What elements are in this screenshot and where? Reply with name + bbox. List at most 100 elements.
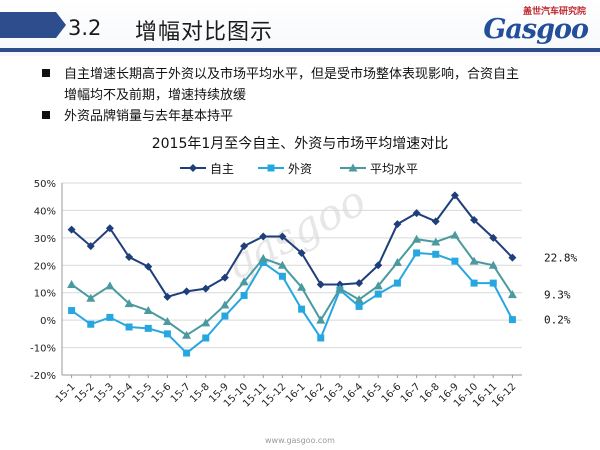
- data-point: [508, 316, 516, 324]
- legend-marker: [267, 164, 275, 172]
- data-point: [488, 260, 498, 269]
- data-point: [183, 349, 191, 357]
- data-point: [106, 313, 114, 321]
- data-point: [259, 259, 267, 267]
- series-line-2: [71, 233, 514, 337]
- data-point: [278, 232, 287, 241]
- data-point: [297, 282, 307, 291]
- data-point: [298, 305, 306, 313]
- bullet-square-icon: [42, 111, 50, 119]
- data-point: [67, 279, 77, 288]
- x-tick-label: 15-6: [150, 381, 174, 405]
- x-tick-label: 15-3: [92, 381, 116, 405]
- data-point: [316, 315, 326, 324]
- legend-label: 自主: [210, 162, 234, 176]
- x-tick-label: 16-2: [303, 381, 327, 405]
- data-point: [202, 334, 210, 342]
- data-point: [125, 253, 134, 262]
- data-point: [432, 250, 440, 258]
- data-point: [163, 292, 172, 301]
- bullet-text: 增幅均不及前期，增速持续放缓: [64, 88, 247, 103]
- data-point: [221, 312, 229, 320]
- end-data-label: 22.8%: [544, 252, 577, 265]
- data-point: [413, 249, 421, 257]
- logo-subtitle: 盖世汽车研究院: [522, 7, 586, 17]
- data-point: [469, 256, 479, 265]
- data-point: [451, 257, 459, 265]
- data-point: [162, 317, 172, 326]
- data-point: [220, 300, 230, 309]
- data-point: [258, 253, 268, 262]
- x-tick-label: 15-5: [131, 381, 155, 405]
- data-point: [373, 281, 383, 290]
- data-point: [86, 293, 96, 302]
- legend-marker: [348, 163, 358, 172]
- data-point: [201, 284, 210, 293]
- data-point: [431, 237, 441, 246]
- section-number: 3.2: [68, 16, 102, 40]
- gasgoo-logo: Gasgoo: [483, 14, 589, 45]
- data-point: [374, 290, 382, 298]
- data-point: [508, 253, 517, 262]
- data-point: [163, 330, 171, 338]
- data-point: [297, 248, 306, 257]
- legend-label: 平均水平: [370, 162, 418, 176]
- data-point: [412, 234, 422, 243]
- x-tick-label: 15-1: [54, 381, 78, 405]
- data-point: [240, 291, 248, 299]
- slide-header: 3.2 增幅对比图示 盖世汽车研究院 Gasgoo: [0, 0, 600, 56]
- x-tick-label: 16-6: [380, 381, 404, 405]
- y-tick-label: 10%: [34, 289, 56, 300]
- y-tick-label: -20%: [30, 371, 56, 382]
- data-point: [105, 224, 114, 233]
- x-tick-label: 16-8: [418, 381, 442, 405]
- y-tick-label: 50%: [34, 179, 56, 190]
- x-tick-label: 16-1: [284, 381, 308, 405]
- data-point: [144, 262, 153, 271]
- series-line-0: [70, 193, 514, 298]
- data-point: [240, 242, 249, 251]
- series-line-1: [71, 251, 514, 355]
- data-point: [124, 299, 134, 308]
- data-point: [489, 233, 498, 242]
- data-point: [201, 318, 211, 327]
- data-point: [317, 334, 325, 342]
- legend-label: 外资: [288, 162, 312, 176]
- data-point: [393, 220, 402, 229]
- bullet-text: 外资品牌销量与去年基本持平: [64, 109, 234, 124]
- data-point: [67, 225, 76, 234]
- end-data-label: 9.3%: [544, 289, 571, 302]
- data-point: [335, 284, 345, 293]
- end-data-label: 0.2%: [544, 314, 571, 327]
- data-point: [450, 191, 459, 200]
- x-tick-label: 16-3: [322, 381, 346, 405]
- y-tick-label: -10%: [30, 344, 56, 355]
- data-point: [68, 307, 76, 315]
- data-point: [239, 277, 249, 286]
- data-point: [470, 279, 478, 287]
- data-point: [316, 280, 325, 289]
- header-rule: [0, 48, 600, 52]
- data-point: [470, 216, 479, 225]
- footer-url: www.gasgoo.com: [265, 436, 335, 445]
- chart-title: 2015年1月至今自主、外资与市场平均增速对比: [151, 136, 449, 152]
- x-tick-label: 16-5: [361, 381, 385, 405]
- data-point: [355, 279, 364, 288]
- data-point: [259, 232, 268, 241]
- data-point: [507, 290, 517, 299]
- data-point: [450, 230, 460, 239]
- data-point: [392, 258, 402, 267]
- x-tick-label: 15-4: [111, 381, 135, 405]
- header-accent-arrow: [56, 12, 66, 38]
- y-tick-label: 40%: [34, 206, 56, 217]
- data-point: [489, 279, 497, 287]
- legend-marker: [189, 164, 197, 172]
- x-tick-label: 16-7: [399, 381, 423, 405]
- data-point: [220, 273, 229, 282]
- data-point: [125, 323, 133, 331]
- y-tick-label: 20%: [34, 261, 56, 272]
- data-point: [355, 302, 363, 310]
- x-tick-label: 16-4: [341, 381, 365, 405]
- data-point: [393, 279, 401, 287]
